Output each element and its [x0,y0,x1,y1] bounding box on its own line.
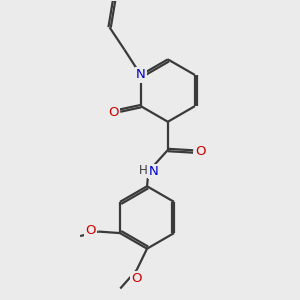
Text: O: O [131,272,141,285]
Text: N: N [136,68,146,82]
Text: O: O [195,145,206,158]
Text: O: O [108,106,119,118]
Text: O: O [85,224,95,238]
Text: H: H [139,164,148,177]
Text: N: N [149,165,159,178]
